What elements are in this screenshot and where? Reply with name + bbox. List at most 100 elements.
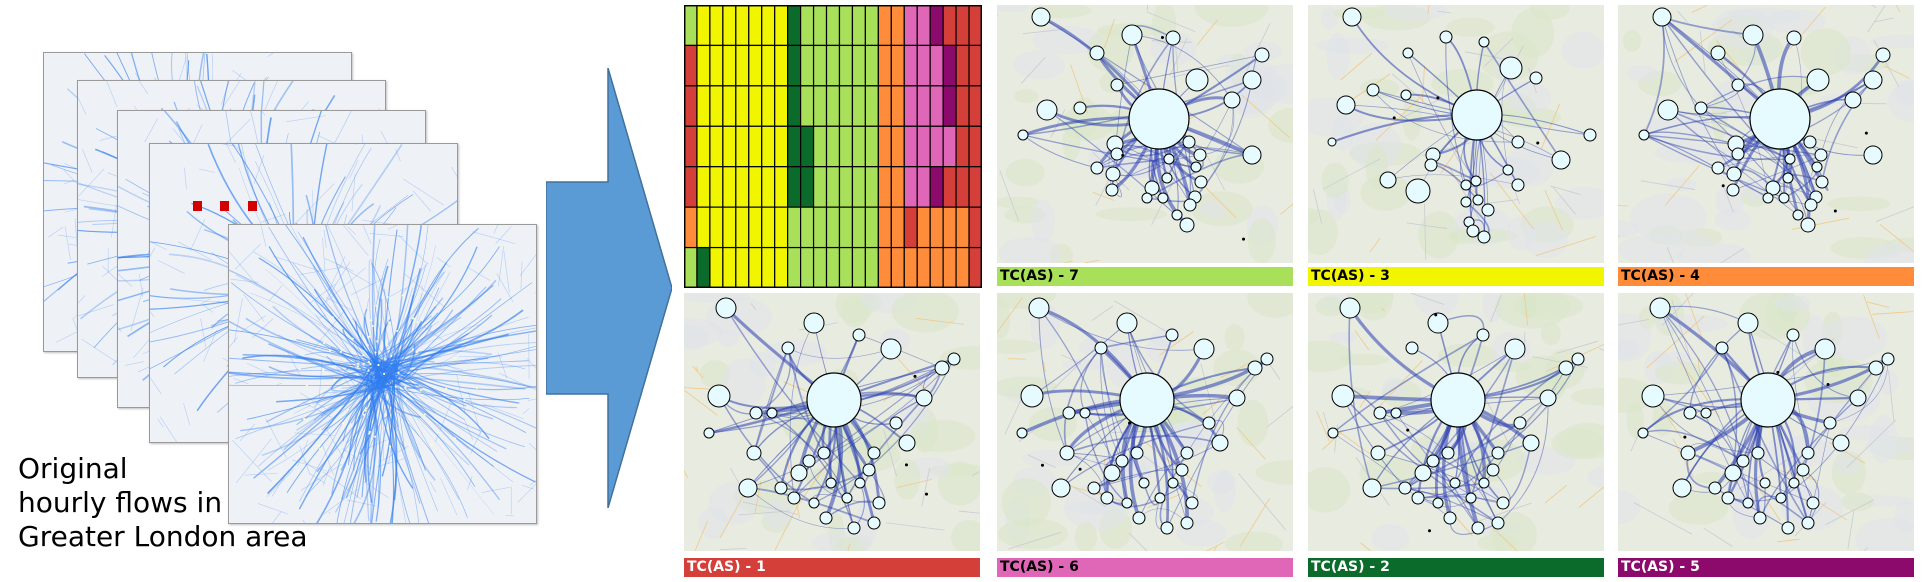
flow-line — [517, 483, 536, 503]
flow-line — [346, 373, 389, 444]
hub-node — [1749, 88, 1811, 150]
heatmap-cell — [942, 206, 957, 249]
flow-line — [389, 287, 407, 297]
network-node — [1868, 360, 1884, 376]
flow-node — [423, 413, 426, 416]
flow-line — [328, 370, 372, 384]
heatmap-cell — [890, 85, 905, 127]
flow-line — [368, 387, 388, 423]
flow-line — [235, 274, 379, 372]
flow-line — [376, 246, 478, 375]
map-area — [829, 438, 901, 473]
network-node — [1183, 198, 1197, 212]
heatmap-cell — [942, 166, 957, 208]
map-road — [847, 543, 851, 551]
network-node — [802, 454, 816, 468]
map-road — [1618, 318, 1649, 326]
map-road — [1556, 340, 1598, 354]
flow-node — [316, 444, 319, 447]
flow-line — [322, 238, 326, 273]
network-map — [684, 293, 980, 551]
flow-line — [265, 418, 287, 458]
flow-line — [392, 381, 460, 500]
network-edge — [1821, 79, 1874, 183]
network-edge — [1093, 469, 1183, 489]
network-node — [1185, 496, 1199, 510]
heatmap-cell — [722, 85, 737, 127]
network-node — [947, 352, 961, 366]
flow-line — [235, 387, 377, 440]
heatmap-border — [684, 5, 982, 288]
network-node — [1094, 341, 1108, 355]
network-node — [1424, 158, 1438, 172]
map-area — [1887, 82, 1914, 123]
flow-line — [393, 227, 479, 377]
flow-line — [412, 190, 432, 212]
map-road — [719, 547, 746, 551]
flow-node — [390, 354, 393, 358]
flow-line — [370, 378, 391, 523]
heatmap-cell — [903, 125, 918, 168]
map-area — [1095, 207, 1168, 222]
heatmap-cell — [916, 85, 931, 127]
network-node — [1736, 454, 1750, 468]
network-node — [1814, 338, 1836, 360]
map-road — [1874, 17, 1894, 23]
flow-line — [322, 471, 362, 500]
heatmap-cell — [916, 5, 931, 47]
flow-line — [118, 273, 133, 287]
heatmap-cell — [761, 44, 776, 87]
flow-node — [339, 350, 343, 353]
flow-line — [385, 384, 430, 523]
network-node — [1784, 153, 1796, 165]
flow-node — [401, 294, 404, 297]
network-node — [1202, 416, 1216, 430]
map-road — [1174, 41, 1179, 73]
flow-line — [268, 343, 370, 388]
heatmap-cell — [800, 44, 815, 87]
network-node — [1657, 99, 1679, 121]
flow-line — [394, 378, 436, 414]
heatmap-cell — [929, 166, 944, 208]
heatmap-cell — [735, 246, 750, 288]
flow-line — [203, 330, 217, 362]
flow-node — [285, 393, 288, 396]
flow-line — [369, 233, 404, 237]
map-road — [1359, 390, 1371, 408]
map-area — [684, 293, 751, 303]
flow-line — [377, 458, 405, 467]
network-node — [1765, 180, 1781, 196]
flow-node — [319, 447, 322, 450]
network-edge — [1792, 334, 1809, 454]
map-road — [1114, 300, 1171, 335]
flow-node — [385, 344, 388, 347]
flow-line — [272, 511, 282, 523]
heatmap-cell — [722, 246, 737, 288]
network-node — [1875, 47, 1891, 63]
heatmap-cell — [735, 206, 750, 249]
flow-line — [233, 378, 249, 384]
network-node — [1471, 521, 1485, 535]
map-area — [1414, 293, 1459, 318]
network-node — [1511, 135, 1525, 149]
flow-line — [189, 218, 206, 252]
network-panel-tc5 — [1618, 293, 1914, 551]
flow-line — [396, 366, 422, 459]
flow-node — [298, 367, 301, 371]
heatmap-cell — [722, 125, 737, 168]
flow-line — [343, 375, 376, 523]
network-node — [1470, 175, 1482, 187]
heatmap-cell — [709, 166, 724, 208]
network-node — [915, 389, 933, 407]
flow-line — [392, 364, 536, 384]
network-node — [749, 406, 763, 420]
map-road — [1043, 361, 1046, 373]
network-edge — [780, 469, 870, 491]
heatmap-cell — [877, 125, 892, 168]
map-road — [1671, 299, 1691, 360]
flow-node — [362, 362, 365, 365]
network-node — [1121, 24, 1143, 46]
panel-label-tc2: TC(AS) - 2 — [1308, 558, 1604, 577]
flow-line — [250, 292, 391, 376]
heatmap-cell — [838, 5, 854, 47]
